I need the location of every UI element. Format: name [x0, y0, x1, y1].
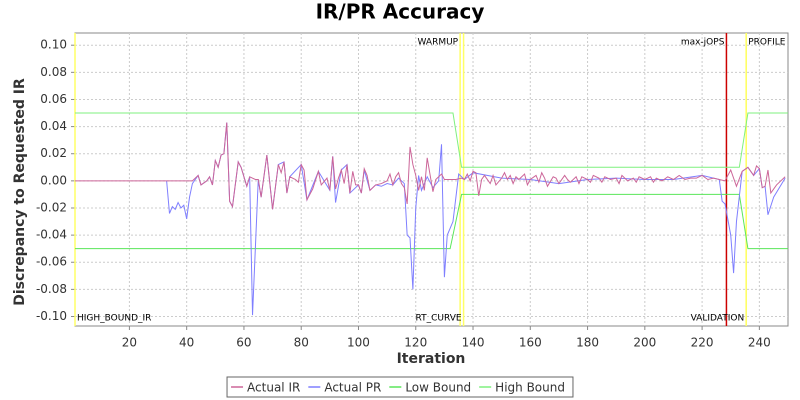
y-tick-label: -0.10	[36, 309, 67, 323]
series-line	[75, 193, 788, 250]
x-tick-label: 20	[122, 336, 137, 350]
chart-title: IR/PR Accuracy	[316, 0, 485, 24]
x-tick-label: 180	[576, 336, 599, 350]
x-tick-label: 240	[748, 336, 771, 350]
series-line	[75, 112, 788, 168]
legend-label: Actual IR	[247, 381, 300, 395]
marker-label: VALIDATION	[691, 314, 745, 324]
legend-label: High Bound	[495, 381, 565, 395]
y-tick-label: 0.04	[40, 119, 67, 133]
legend: Actual IR Actual PR Low Bound High Bound	[226, 376, 574, 398]
marker-label: HIGH_BOUND_IR	[77, 314, 151, 324]
y-tick-label: 0.10	[40, 38, 67, 52]
x-tick-label: 200	[633, 336, 656, 350]
legend-label: Low Bound	[405, 381, 471, 395]
legend-label: Actual PR	[324, 381, 381, 395]
y-tick-label: -0.04	[36, 228, 67, 242]
series-line	[75, 122, 786, 210]
marker-label: max-jOPS	[681, 38, 725, 48]
y-tick-label: 0.02	[40, 146, 67, 160]
x-tick-label: 140	[462, 336, 485, 350]
x-tick-label: 220	[691, 336, 714, 350]
marker-label: WARMUP	[418, 38, 459, 48]
y-axis-label: Discrepancy to Requested IR	[12, 78, 28, 306]
y-tick-label: -0.02	[36, 200, 67, 214]
x-tick-label: 60	[236, 336, 251, 350]
x-axis-label: Iteration	[397, 351, 466, 367]
x-tick-label: 80	[294, 336, 309, 350]
x-tick-label: 160	[519, 336, 542, 350]
y-tick-label: 0.08	[40, 65, 67, 79]
y-tick-label: 0.00	[40, 173, 67, 187]
x-tick-label: 40	[179, 336, 194, 350]
y-tick-label: -0.06	[36, 255, 67, 269]
marker-label: RT_CURVE	[415, 314, 461, 324]
marker-label: PROFILE	[748, 38, 786, 48]
x-tick-label: 100	[347, 336, 370, 350]
y-tick-label: 0.06	[40, 92, 67, 106]
plot-area	[74, 32, 789, 327]
x-tick-label: 120	[404, 336, 427, 350]
y-tick-label: -0.08	[36, 282, 67, 296]
